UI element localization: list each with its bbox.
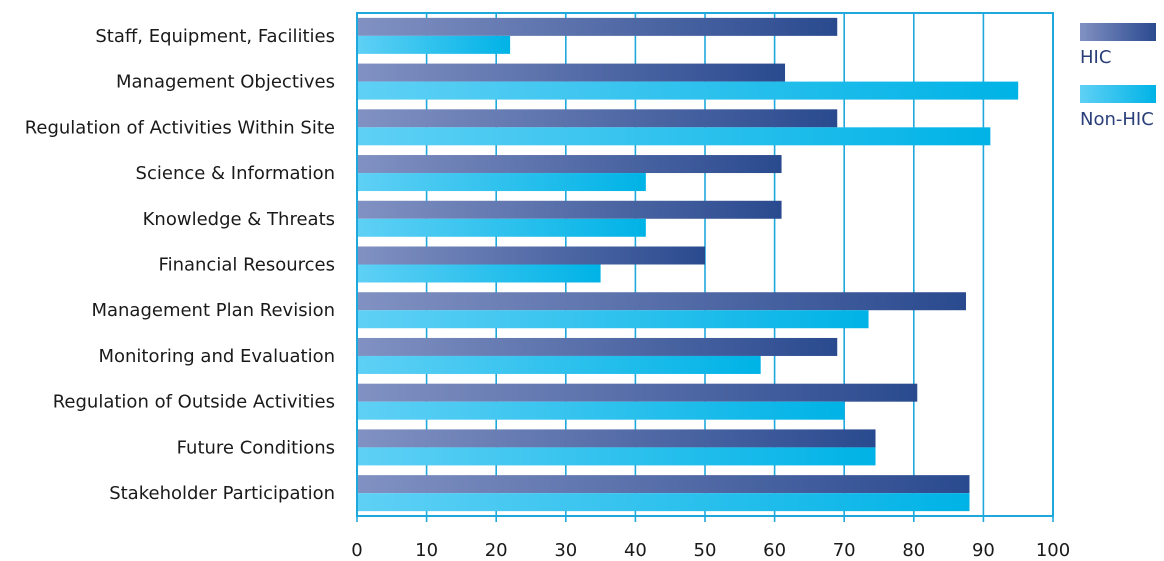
x-tick-label: 90 [972,540,995,561]
legend-swatch-hic [1080,23,1156,41]
bars [357,17,1019,512]
x-tick-label: 70 [833,540,856,561]
bar-hic [357,17,838,36]
bar-non-hic [357,355,761,374]
bar-non-hic [357,218,646,237]
bar-non-hic [357,127,991,146]
category-label: Monitoring and Evaluation [98,346,335,367]
bar-hic [357,337,838,356]
x-tick-label: 60 [763,540,786,561]
bar-hic [357,109,838,128]
bar-hic [357,292,966,311]
category-label: Staff, Equipment, Facilities [95,26,335,47]
bar-hic [357,63,786,82]
category-label: Future Conditions [177,437,335,458]
bar-non-hic [357,81,1019,100]
legend-swatch-non-hic [1080,85,1156,103]
category-label: Stakeholder Participation [109,483,335,504]
x-tick-label: 20 [485,540,508,561]
category-label: Science & Information [136,163,335,184]
bar-non-hic [357,310,869,329]
bar-hic [357,155,782,174]
x-tick-label: 10 [415,540,438,561]
x-tick-labels: 0 10 20 30 40 50 60 70 80 90 100 [351,540,1070,561]
category-label: Management Objectives [116,72,335,93]
x-tick-label: 0 [351,540,362,561]
legend-label-hic: HIC [1080,47,1111,68]
category-label: Regulation of Outside Activities [53,392,335,413]
x-tick-label: 80 [902,540,925,561]
bar-non-hic [357,493,970,512]
x-tick-label: 50 [694,540,717,561]
bar-non-hic [357,35,511,54]
legend: HIC Non-HIC [1080,23,1156,130]
bar-hic [357,200,782,219]
bar-non-hic [357,401,845,420]
bar-non-hic [357,173,646,192]
category-label: Management Plan Revision [91,300,335,321]
category-labels: Staff, Equipment, Facilities Management O… [25,26,335,504]
plot-frame [356,12,1054,517]
legend-label-non-hic: Non-HIC [1080,109,1154,130]
category-label: Financial Resources [159,255,335,276]
bar-hic [357,246,705,265]
bar-hic [357,383,918,402]
category-label: Regulation of Activities Within Site [25,117,335,138]
bar-hic [357,429,876,448]
bar-non-hic [357,264,601,283]
x-tick-label: 30 [554,540,577,561]
x-tick-label: 100 [1036,540,1070,561]
category-label: Knowledge & Threats [143,209,335,230]
plot-border [356,12,1054,517]
bar-hic [357,475,970,494]
x-tick-label: 40 [624,540,647,561]
bar-non-hic [357,447,876,466]
